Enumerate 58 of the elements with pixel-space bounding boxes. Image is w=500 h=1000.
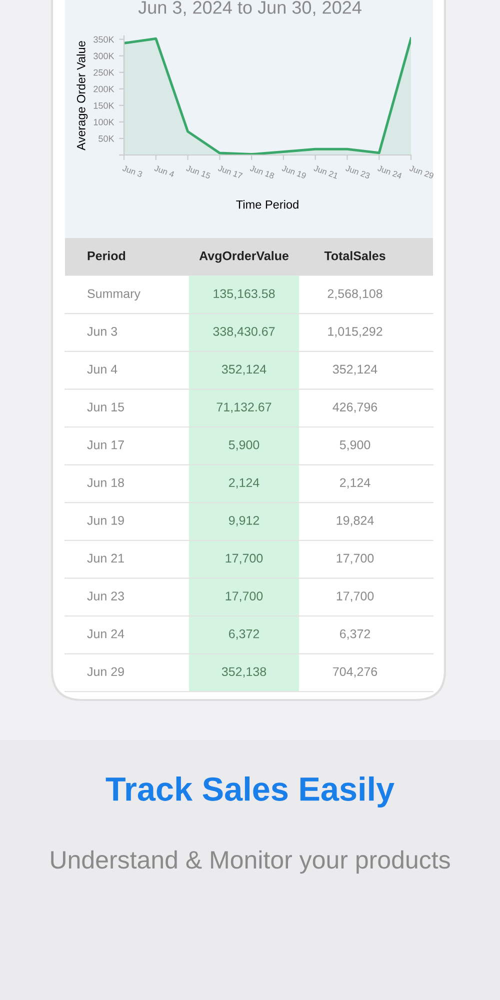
text: 19,824 xyxy=(336,516,374,526)
x-tick-label: Jun 3 xyxy=(122,164,143,178)
text: 352,138 xyxy=(222,667,266,678)
text: 426,796 xyxy=(332,402,378,413)
y-tick-label: 150K xyxy=(94,102,114,109)
text: 5,900 xyxy=(228,440,260,451)
text: 6,372 xyxy=(340,629,370,640)
text: TotalSales xyxy=(324,251,386,260)
x-tick-label: Jun 4 xyxy=(154,165,175,178)
text: 5,900 xyxy=(340,440,370,451)
text: 2,124 xyxy=(340,478,370,489)
y-tick-label: 350K xyxy=(94,36,114,43)
y-tick-label: 250K xyxy=(94,69,114,76)
text: 352,124 xyxy=(222,364,266,376)
x-tick-label: Jun 21 xyxy=(313,164,338,179)
category-label: Jun 15 xyxy=(87,402,124,412)
text: Summary xyxy=(88,289,140,301)
x-tick-label: Jun 15 xyxy=(186,165,211,179)
text: 338,430.67 xyxy=(213,327,275,338)
x-tick-label: Jun 17 xyxy=(218,165,243,179)
text: Track Sales Easily xyxy=(106,776,394,808)
text: 352,124 xyxy=(332,364,378,376)
x-axis-title: Time Period xyxy=(236,200,298,209)
x-tick-label: Jun 24 xyxy=(377,164,402,179)
text: Period xyxy=(88,251,126,260)
text: 71,132.67 xyxy=(216,402,272,413)
y-tick-label: 100K xyxy=(94,118,114,126)
category-label: Jun 17 xyxy=(87,440,124,450)
text: 9,912 xyxy=(228,516,260,526)
chart-title: Jun 3, 2024 to Jun 30, 2024 xyxy=(138,1,362,16)
x-tick-label: Jun 18 xyxy=(250,164,275,179)
category-label: Jun 18 xyxy=(87,478,124,488)
text: 17,700 xyxy=(336,592,374,602)
text: 1,015,292 xyxy=(328,327,382,338)
y-tick-label: 300K xyxy=(94,52,114,60)
text: 17,700 xyxy=(226,554,263,564)
category-label: Jun 19 xyxy=(87,516,124,525)
y-axis-title: Average Order Value xyxy=(76,41,88,150)
category-label: Jun 29 xyxy=(87,667,124,676)
text: Understand & Monitor your products xyxy=(51,850,450,874)
y-tick-label: 200K xyxy=(94,86,114,92)
text: 17,700 xyxy=(226,592,263,602)
text: 135,163.58 xyxy=(214,289,275,300)
category-label: Jun 4 xyxy=(87,364,118,374)
text: AvgOrderValue xyxy=(199,251,288,263)
x-tick-label: Jun 19 xyxy=(281,164,307,179)
x-tick-label: Jun 23 xyxy=(345,164,370,179)
text: 704,276 xyxy=(333,667,378,678)
x-tick-label: Jun 29 xyxy=(409,164,434,179)
category-label: Jun 21 xyxy=(87,554,124,563)
text: 6,372 xyxy=(228,629,260,640)
category-label: Jun 24 xyxy=(87,629,124,638)
category-label: Jun 3 xyxy=(87,327,118,336)
text: 2,124 xyxy=(228,478,260,489)
text: 2,568,108 xyxy=(328,289,382,300)
category-label: Jun 23 xyxy=(87,592,124,600)
text: 17,700 xyxy=(336,554,374,564)
y-tick-label: 50K xyxy=(98,135,114,142)
